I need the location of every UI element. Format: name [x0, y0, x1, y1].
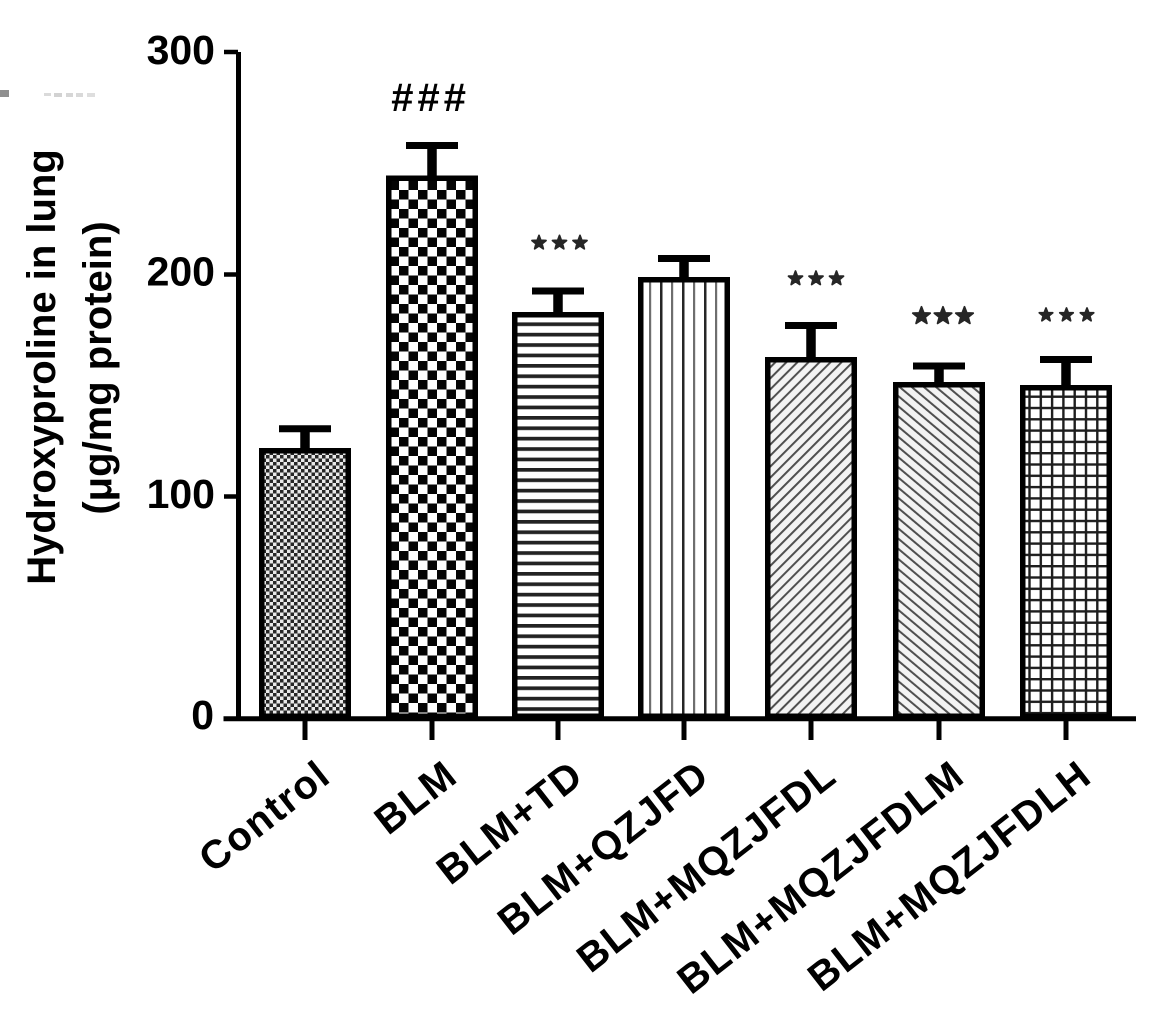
svg-text:Hydroxyproline in lung: Hydroxyproline in lung [20, 149, 64, 585]
svg-text:300: 300 [147, 27, 215, 73]
svg-text:BLM: BLM [367, 752, 466, 843]
svg-text:BLM+QZJFD: BLM+QZJFD [490, 752, 718, 943]
svg-text:100: 100 [147, 471, 215, 517]
svg-text:200: 200 [147, 249, 215, 295]
svg-text:(μg/mg protein): (μg/mg protein) [76, 221, 120, 514]
svg-text:Control: Control [191, 752, 338, 881]
svg-text:0: 0 [191, 692, 214, 738]
svg-text:###: ### [391, 76, 470, 120]
